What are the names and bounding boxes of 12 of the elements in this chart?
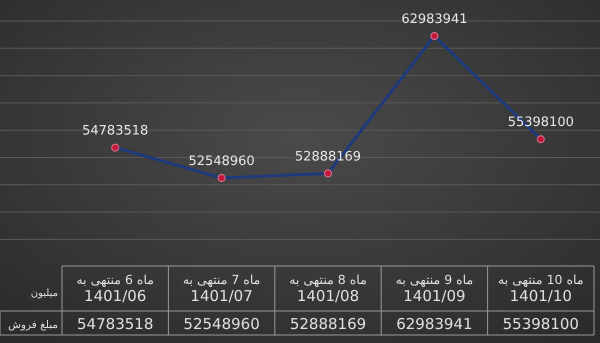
text: 52548960 [183, 315, 260, 333]
text: 52888169 [290, 315, 366, 333]
text: میلیون [30, 288, 58, 299]
text: 55398100 [502, 315, 579, 333]
data-label: 62983941 [401, 12, 468, 27]
data-label: 55398100 [508, 115, 574, 130]
text: مبلغ فروش [8, 319, 58, 331]
text: 54783518 [77, 315, 154, 333]
data-label: 52548960 [188, 154, 255, 169]
text: 62983941 [396, 315, 473, 333]
data-label: 52888169 [294, 149, 362, 164]
data-label: 54783518 [82, 124, 148, 139]
